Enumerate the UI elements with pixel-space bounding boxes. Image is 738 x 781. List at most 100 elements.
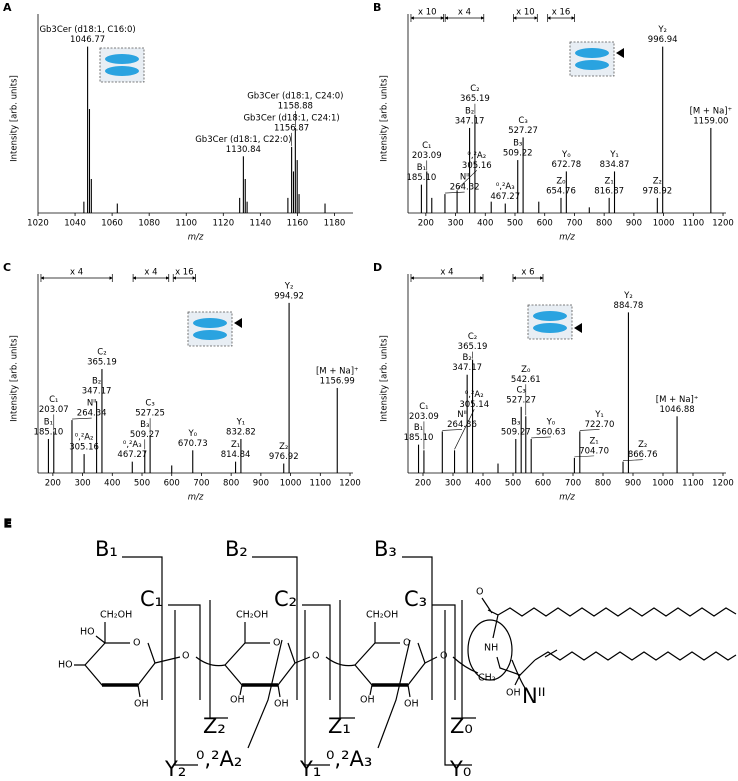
fragment-label: ⁰,²A₂ bbox=[196, 747, 242, 771]
cleavage-line bbox=[302, 604, 331, 700]
peak-label: 203.09 bbox=[412, 151, 442, 161]
fatty-chain bbox=[497, 607, 737, 617]
peak-label: 264.32 bbox=[450, 183, 480, 193]
tlc-arrow bbox=[616, 48, 624, 58]
ring bbox=[224, 642, 296, 686]
leader-line bbox=[579, 429, 600, 431]
peak-label: Z₁ bbox=[589, 436, 598, 446]
peak-label: 527.25 bbox=[135, 409, 165, 419]
sphingoid-chain bbox=[534, 651, 737, 661]
x-axis-label: m/z bbox=[188, 233, 204, 243]
peak-label: 1159.00 bbox=[693, 116, 728, 126]
atom-label: OH bbox=[506, 688, 521, 699]
peak-label: 670.73 bbox=[178, 439, 208, 449]
x-tick-label: 200 bbox=[418, 219, 434, 229]
peak-label: Z₂ bbox=[653, 176, 662, 186]
peak-label: 996.94 bbox=[648, 35, 678, 45]
y-axis-label: Intensity [arb. units] bbox=[380, 75, 390, 162]
peak-label: ⁰,²A₂ bbox=[465, 390, 484, 400]
x-tick-label: 1100 bbox=[682, 479, 704, 489]
bonds bbox=[239, 622, 356, 698]
panel-label: B bbox=[373, 1, 381, 14]
cleavage-line bbox=[247, 639, 283, 749]
x-tick-label: 400 bbox=[104, 479, 120, 489]
leader-line bbox=[71, 417, 92, 420]
x-tick-label: 800 bbox=[223, 479, 239, 489]
peak-label: 722.70 bbox=[585, 420, 615, 430]
x-tick-label: 1200 bbox=[339, 479, 361, 489]
ring bbox=[84, 642, 156, 686]
double-bond bbox=[544, 649, 558, 658]
fragment-label: B₁ bbox=[95, 537, 118, 561]
bonds bbox=[74, 622, 226, 698]
fragment-label: Z₀ bbox=[450, 714, 473, 738]
tlc-band bbox=[193, 330, 227, 340]
cleavage-line bbox=[511, 659, 526, 689]
peak-label: Gb3Cer (d18:1, C22:0) bbox=[195, 135, 291, 145]
x-tick-label: 600 bbox=[537, 219, 553, 229]
peak-label: 976.92 bbox=[269, 452, 299, 462]
leader-line bbox=[623, 459, 643, 461]
x-tick-label: 1100 bbox=[175, 219, 197, 229]
leader-line bbox=[454, 409, 475, 450]
x-tick-label: 900 bbox=[625, 479, 641, 489]
peak-label: Z₀ bbox=[521, 365, 531, 375]
atom-label: OH bbox=[404, 699, 419, 710]
x-axis-label: m/z bbox=[188, 493, 204, 503]
peak-label: B₃ bbox=[140, 420, 149, 430]
x-axis-label: m/z bbox=[559, 493, 575, 503]
fragment-label: Z₂ bbox=[203, 714, 226, 738]
zoom-label: x 4 bbox=[458, 8, 471, 18]
atom-label: HO bbox=[58, 660, 73, 671]
peak-label: B₁ bbox=[417, 163, 426, 173]
peak-label: 834.87 bbox=[600, 160, 630, 170]
spectra: A 1020 1040 1060 1080 1100 1120 1140 1160 1180 m/z… bbox=[3, 1, 734, 503]
atom-label: CH₂ bbox=[478, 673, 496, 684]
atom-label: CH₂OH bbox=[236, 610, 268, 621]
cleavage-line bbox=[377, 639, 411, 749]
fragment-label: Y₂ bbox=[164, 757, 186, 781]
peak-label: 884.78 bbox=[614, 301, 644, 311]
leader-line bbox=[442, 429, 463, 431]
peak-label: 347.17 bbox=[452, 363, 482, 373]
peak-label: 1046.77 bbox=[70, 35, 105, 45]
cleavage-line bbox=[174, 610, 198, 766]
peak-label: Gb3Cer (d18:1, C16:0) bbox=[39, 25, 135, 35]
x-tick-label: 500 bbox=[507, 219, 523, 229]
peak-label: Nᴵᴵ bbox=[457, 410, 467, 420]
peak-label: ⁰,²A₃ bbox=[496, 182, 515, 192]
peak-label: 654.76 bbox=[546, 186, 576, 196]
x-tick-label: 1120 bbox=[212, 219, 234, 229]
fragment-label: C₁ bbox=[140, 587, 163, 611]
peak-label: ⁰,²A₂ bbox=[75, 433, 94, 443]
atom-label: O bbox=[273, 638, 280, 649]
leader-line bbox=[456, 170, 477, 190]
peak-label: [M + Na]⁺ bbox=[656, 395, 699, 405]
tlc-inset bbox=[187, 311, 233, 347]
peak-label: Z₁ bbox=[231, 440, 240, 450]
x-tick-label: 1000 bbox=[280, 479, 302, 489]
tlc-band bbox=[105, 54, 139, 64]
peak-label: 305.16 bbox=[69, 443, 99, 453]
peak-label: 978.92 bbox=[642, 186, 672, 196]
bonds bbox=[369, 622, 479, 698]
peak-label: [M + Na]⁺ bbox=[316, 366, 359, 376]
y-axis-label: Intensity [arb. units] bbox=[10, 335, 20, 422]
tlc-band bbox=[533, 311, 567, 321]
peak-label: B₃ bbox=[513, 139, 522, 149]
peak-label: 264.34 bbox=[77, 409, 107, 419]
x-tick-label: 1000 bbox=[652, 479, 674, 489]
atom-label: O bbox=[133, 638, 140, 649]
peak-label: C₁ bbox=[49, 395, 58, 405]
tlc-band bbox=[575, 48, 609, 58]
tlc-arrow bbox=[574, 323, 582, 333]
peak-label: B₂ bbox=[92, 377, 101, 387]
peak-label: C₂ bbox=[470, 84, 479, 94]
x-tick-label: 700 bbox=[565, 479, 581, 489]
x-tick-label: 200 bbox=[45, 479, 61, 489]
peak-label: C₃ bbox=[518, 116, 527, 126]
peak-label: Z₂ bbox=[279, 442, 288, 452]
panel-label: D bbox=[373, 261, 382, 274]
